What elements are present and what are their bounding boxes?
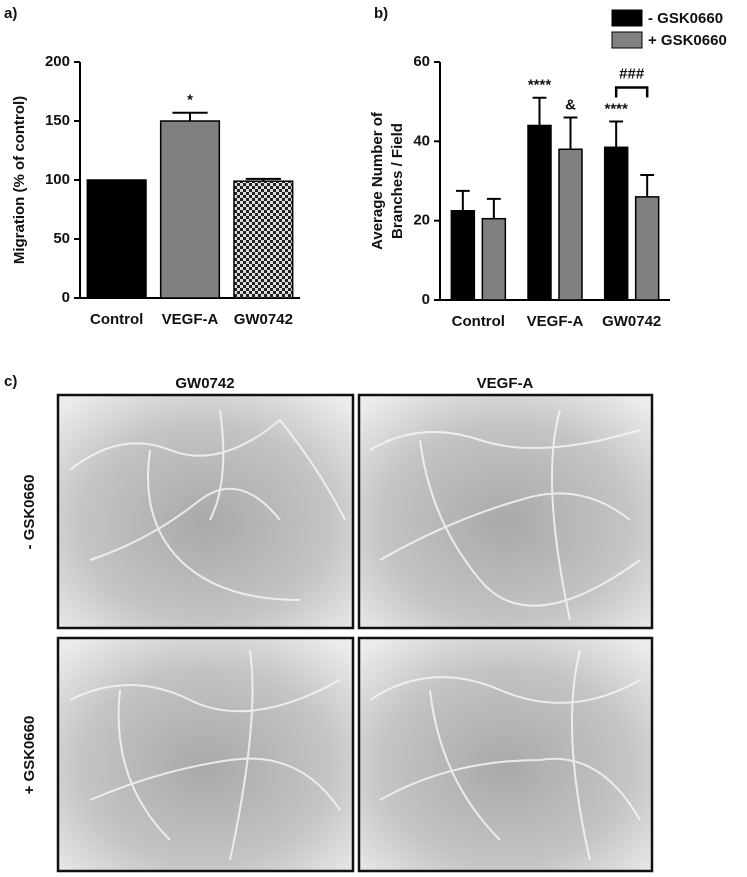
bar — [86, 179, 147, 299]
micrograph — [56, 636, 355, 873]
x-tick-label: VEGF-A — [162, 311, 219, 328]
micrograph — [357, 393, 654, 630]
panel-label: a) — [4, 5, 17, 22]
error-bar — [172, 111, 208, 121]
y-tick-label: 50 — [53, 230, 70, 247]
bar — [159, 120, 221, 299]
micrograph — [56, 393, 355, 630]
row-header: + GSK0660 — [21, 716, 38, 795]
bar — [558, 148, 583, 301]
bar — [233, 180, 294, 299]
column-header: VEGF-A — [477, 375, 534, 392]
error-bar — [609, 120, 624, 148]
bar — [527, 124, 552, 301]
legend-swatch — [611, 31, 643, 49]
micrographs — [56, 393, 654, 873]
x-tick-label: Control — [452, 313, 505, 330]
column-header: GW0742 — [175, 375, 234, 392]
error-bar — [245, 177, 281, 182]
row-header: - GSK0660 — [21, 474, 38, 549]
y-tick-label: 40 — [413, 132, 430, 149]
micrograph — [357, 636, 654, 873]
legend-label: - GSK0660 — [648, 10, 723, 27]
bar — [603, 146, 629, 301]
y-tick-label: 60 — [413, 53, 430, 70]
error-bar — [532, 96, 547, 126]
panel-label: b) — [374, 5, 388, 22]
y-tick-label: 20 — [413, 212, 430, 229]
y-tick-label: 100 — [45, 171, 70, 188]
y-axis-label: Migration (% of control) — [11, 96, 28, 264]
y-tick-label: 150 — [45, 112, 70, 129]
x-tick-label: GW0742 — [602, 313, 661, 330]
y-tick-label: 0 — [422, 291, 430, 308]
legend-label: + GSK0660 — [648, 32, 727, 49]
network — [69, 409, 641, 861]
y-axis-label: Branches / Field — [389, 123, 406, 239]
annotation: **** — [528, 77, 552, 94]
y-tick-label: 200 — [45, 53, 70, 70]
annotation: **** — [604, 100, 628, 117]
annotation: & — [565, 97, 576, 114]
annotation: * — [187, 92, 193, 109]
bar — [481, 217, 507, 301]
y-axis-label: Average Number of — [369, 111, 386, 250]
bracket-annotation: ### — [619, 65, 645, 82]
bar — [450, 210, 476, 301]
x-tick-label: Control — [90, 311, 143, 328]
bracket — [614, 86, 649, 98]
y-tick-label: 0 — [62, 289, 70, 306]
panel-label: c) — [4, 373, 17, 390]
error-bar — [563, 116, 578, 150]
error-bar — [455, 189, 470, 211]
error-bar — [640, 174, 655, 197]
legend-swatch — [611, 9, 643, 27]
panel-c: c) GW0742 VEGF-A - GSK0660 + GSK0660 — [4, 373, 654, 873]
error-bar — [486, 197, 501, 219]
bar — [634, 196, 660, 301]
x-tick-label: VEGF-A — [527, 313, 584, 330]
x-tick-label: GW0742 — [234, 311, 293, 328]
